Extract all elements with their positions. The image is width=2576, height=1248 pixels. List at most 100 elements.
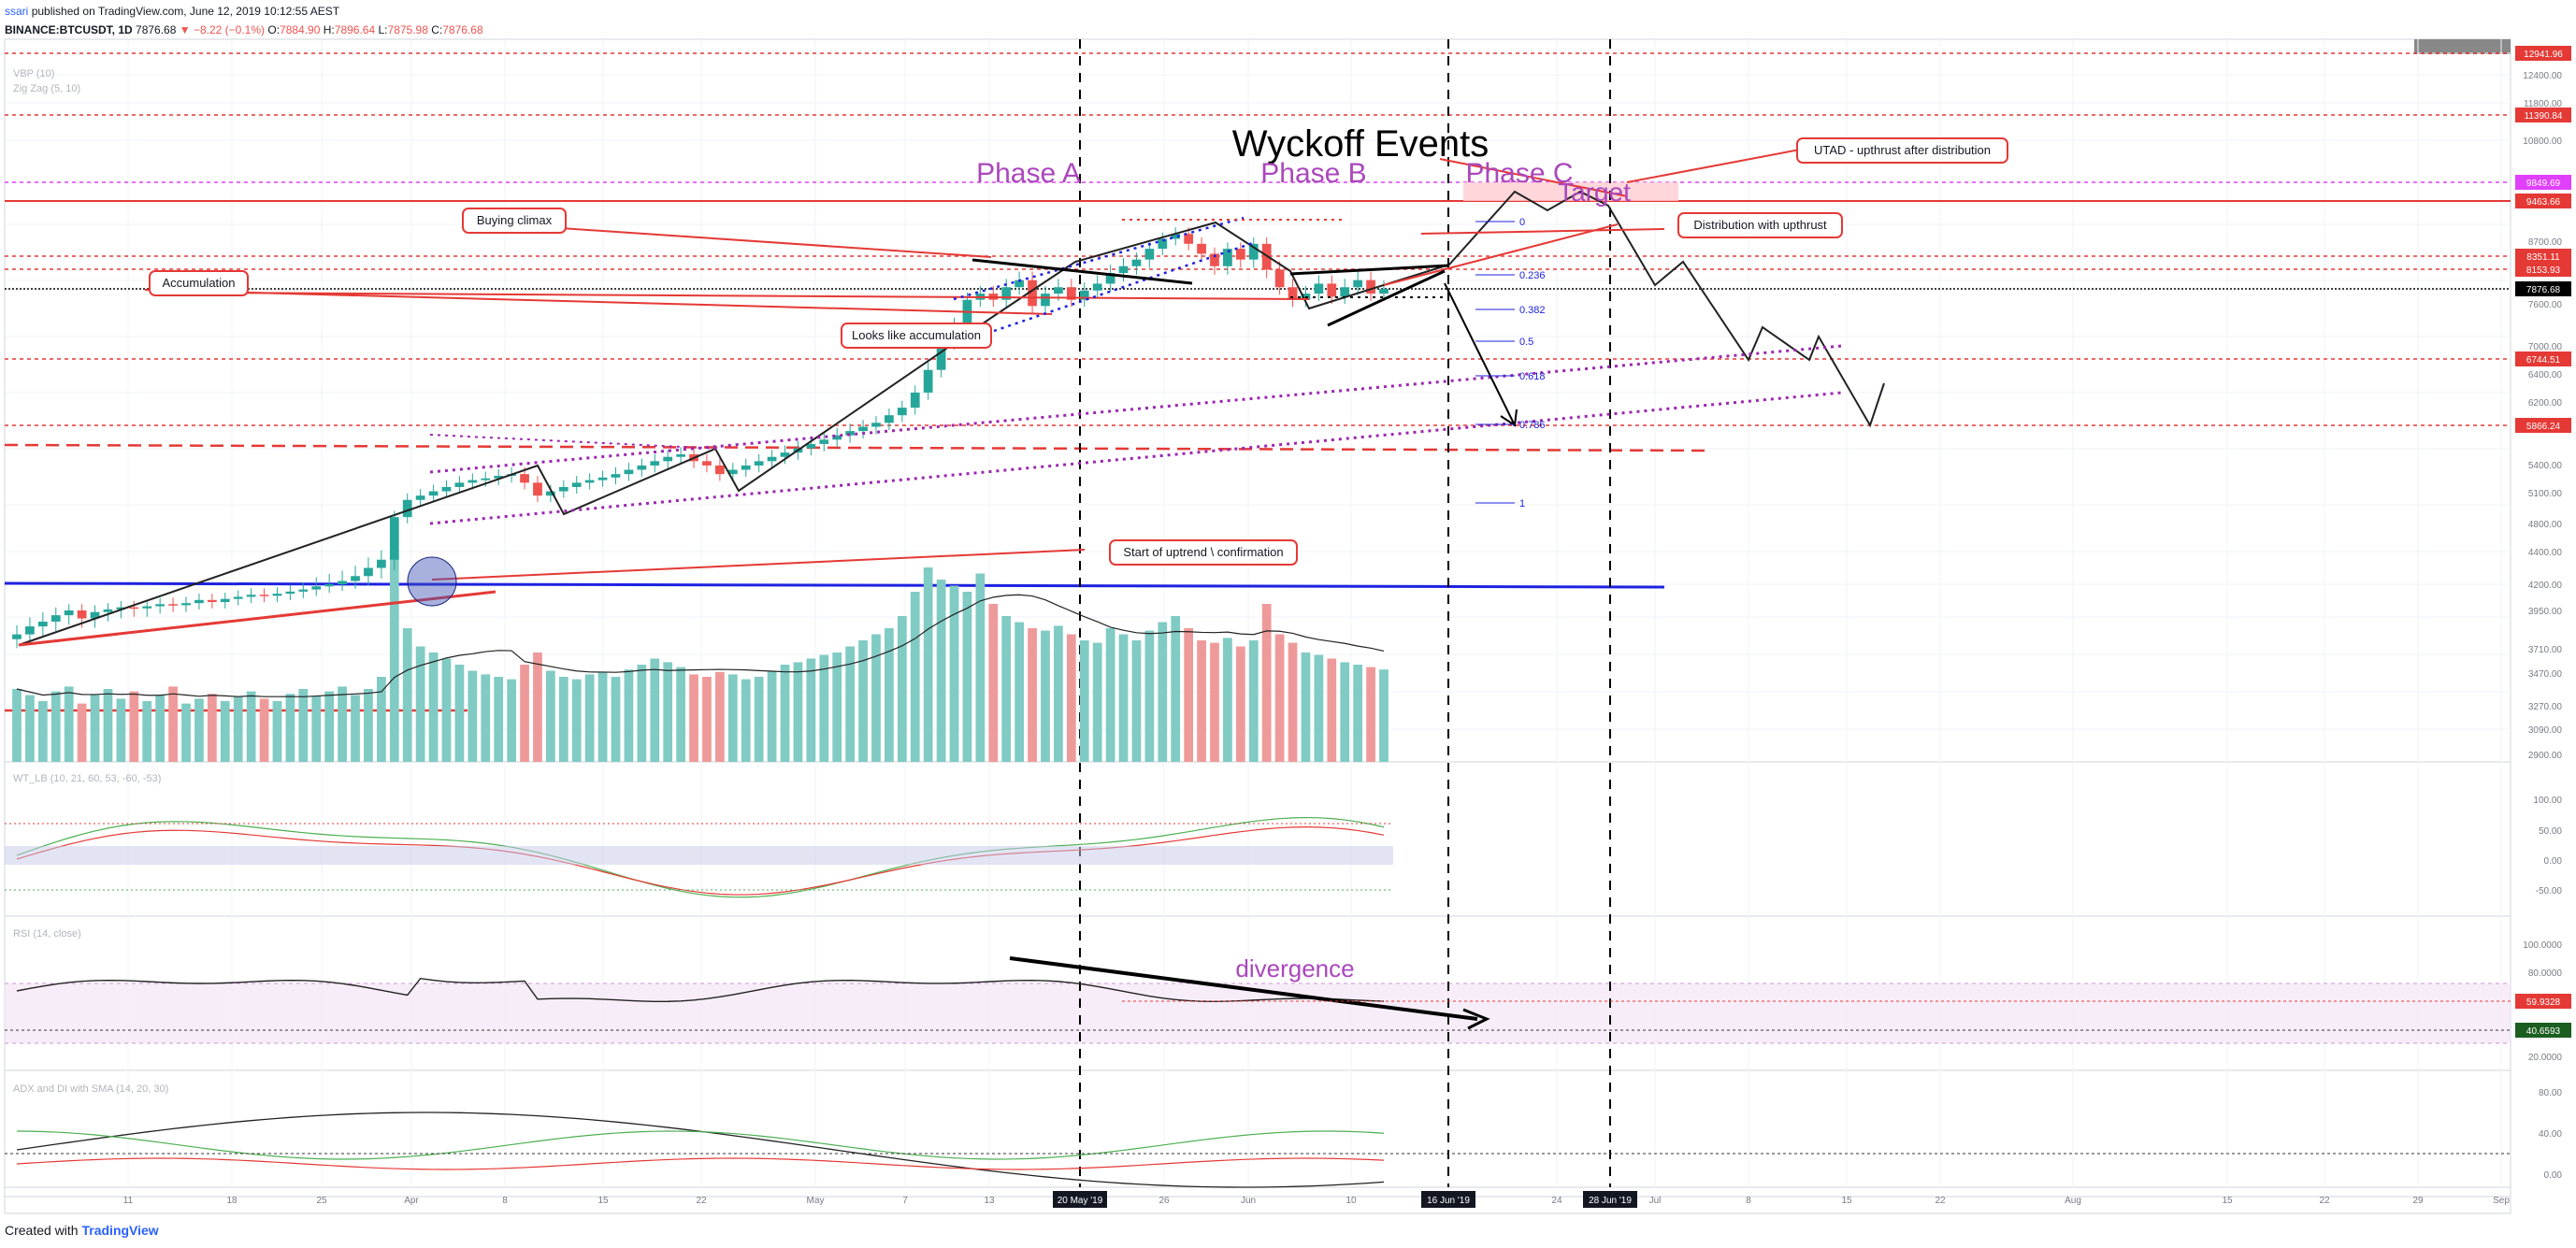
volume-bar [1261,604,1272,762]
candle-body [25,626,35,635]
time-axis[interactable] [4,1186,2511,1214]
volume-bar [1184,628,1194,762]
volume-bar [871,634,881,762]
candle-body [727,469,738,475]
volume-bar [546,670,555,762]
rsi-line [16,977,1385,1003]
open-label: O: [267,23,281,36]
volume-bar [194,698,204,762]
high-value: 7896.64 [334,23,376,36]
volume-bar [1066,634,1076,762]
volume-bar [351,695,360,762]
wt-tick: 100.00 [2533,796,2562,806]
phase-label: Phase C [1465,158,1573,189]
wt-hist [5,846,1393,865]
candle-body [1274,269,1285,288]
divergence-label: divergence [1235,954,1354,983]
wt-tick: -50.00 [2536,886,2563,897]
x-tick: 13 [984,1196,995,1206]
author-link[interactable]: ssari [5,5,29,18]
candle-body [702,461,712,466]
candle-body [64,610,74,616]
volume-bar [715,671,725,762]
volume-bar [207,694,217,762]
volume-bar [428,653,439,762]
y-tick: 7000.00 [2528,342,2563,352]
volume-bar [181,703,191,762]
y-tick: 5400.00 [2528,461,2563,471]
candle-body [90,611,100,619]
trendline-red-7 [1626,149,1801,183]
volume-bar [155,695,165,762]
blue-level [4,581,1665,589]
rsi-tag-text: 59.9328 [2526,997,2561,1008]
phase-label: Phase B [1260,158,1366,189]
candle-body [819,439,829,444]
candle-body [311,586,322,590]
candle-body [1105,273,1115,284]
tradingview-logo[interactable]: TradingView [81,1223,159,1238]
volume-bar [1041,630,1050,762]
volume-bar [441,658,452,762]
volume-bar [597,671,608,762]
candle-body [558,486,568,492]
candle-body [1118,265,1129,274]
volume-bar [364,689,373,762]
volume-bar [689,674,698,762]
volume-bar [520,665,529,762]
volume-bar [949,585,959,762]
x-tick: 22 [2319,1196,2330,1206]
candle-body [936,343,946,370]
price-tag [2515,46,2571,61]
time-axis-labels: 11 18 25 Apr 8 15 22 May 7 13 20 May '19 26 Jun 10 16 … [123,1191,2510,1208]
annotation-text: Accumulation [162,276,235,290]
candle-body [910,392,920,409]
volume-bar [389,555,399,762]
volume-bar [858,640,868,762]
volume-bar [1001,616,1012,762]
volume-bar [415,646,425,762]
wt-pane[interactable] [4,761,2511,917]
volume-bar [1379,669,1389,762]
candle-body [637,465,647,470]
candle-body [741,465,751,470]
adx-pane[interactable] [4,1069,2511,1198]
candle-body [103,609,113,612]
volume-bar [1015,622,1025,762]
volume-bar [37,701,48,762]
volume-bar [402,628,412,762]
candle-body [207,599,217,603]
rsi-tick: 100.0000 [2523,940,2562,951]
x-tick: Jun [1241,1196,1256,1206]
candle-body [494,475,504,479]
annotation-box [1109,539,1298,566]
volume-bar [936,580,946,762]
low-value: 7875.98 [387,23,428,36]
candle-body [767,456,777,462]
scroll-corner-button[interactable] [2414,39,2511,54]
candle-body [481,478,491,481]
fib-label: 0.236 [1519,270,1546,281]
climax-circle [407,556,457,607]
x-tick: 8 [1746,1196,1751,1206]
symbol-name[interactable]: BINANCE:BTCUSDT, 1D [5,23,133,36]
volume-bar [1274,634,1285,762]
volume-bar [1288,642,1298,762]
x-tick: 11 [123,1196,134,1206]
candle-body [1144,249,1155,260]
price-tag [2515,351,2571,366]
chart-title: Wyckoff Events [1232,123,1489,165]
volume-bar [77,703,87,762]
fib-label: 0.382 [1519,305,1546,316]
x-tick: 24 [1551,1196,1562,1206]
candle-body [338,581,347,584]
price-tag [2515,281,2571,296]
x-tick: Sep [2493,1196,2510,1206]
price-tag [2515,175,2571,190]
volume-bar [780,665,790,762]
volume-bar [533,653,542,762]
rsi-tick: 80.0000 [2528,968,2563,979]
adx-tick: 40.00 [2539,1129,2562,1140]
y-tick: 4400.00 [2528,548,2563,558]
